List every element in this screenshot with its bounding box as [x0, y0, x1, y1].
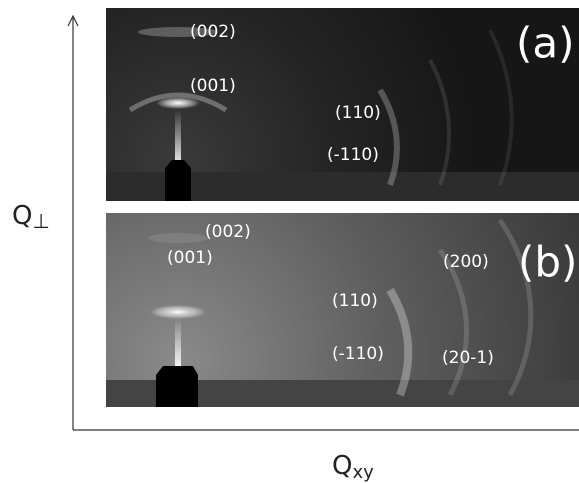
peak-label: (20-1) — [442, 348, 494, 368]
peak-label: (002) — [205, 222, 251, 242]
panel-tag: (a) — [516, 19, 575, 68]
peak-label: (110) — [332, 291, 378, 311]
y-axis-label: Q⊥ — [12, 201, 50, 233]
x-axis-label: Qxy — [332, 451, 374, 483]
peak-label: (200) — [443, 252, 489, 272]
peak-label: (002) — [190, 22, 236, 42]
peak-label: (-110) — [332, 344, 384, 364]
panel-tag: (b) — [518, 238, 577, 287]
peak-label: (001) — [190, 76, 236, 96]
peak-label: (-110) — [327, 145, 379, 165]
figure: Q⊥ Qxy (002) (001) (110) (-110) (a) (002… — [0, 0, 579, 483]
peak-label: (001) — [167, 248, 213, 268]
peak-label: (110) — [335, 103, 381, 123]
